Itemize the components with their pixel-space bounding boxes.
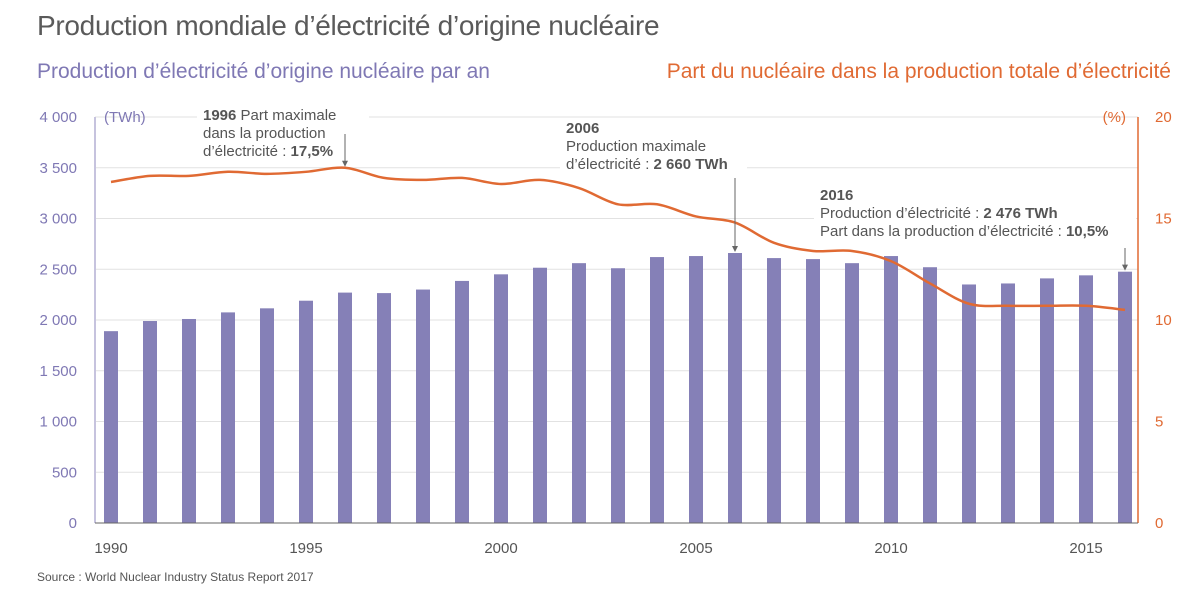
bar — [338, 292, 352, 523]
bar — [650, 257, 664, 523]
bar — [923, 267, 937, 523]
annotation-line: 1996 Part maximale — [203, 107, 336, 124]
annotation-line: Production d’électricité : 2 476 TWh — [820, 205, 1058, 222]
annotation-value: 2 660 TWh — [654, 156, 728, 173]
bar — [416, 289, 430, 523]
annotation-text: dans la production — [203, 125, 326, 142]
x-tick-label: 2015 — [1069, 540, 1102, 557]
bar — [611, 268, 625, 523]
bar — [299, 300, 313, 523]
annotation-text: Part dans la production d’électricité : — [820, 223, 1066, 240]
right-tick-label: 10 — [1155, 312, 1172, 329]
bar — [182, 318, 196, 523]
left-tick-label: 1 500 — [39, 363, 77, 380]
left-tick-label: 4 000 — [39, 109, 77, 126]
annotation-line: 2016 — [820, 187, 853, 204]
x-tick-label: 1990 — [94, 540, 127, 557]
bar — [377, 293, 391, 523]
left-tick-label: 2 000 — [39, 312, 77, 329]
line-series — [110, 166, 1126, 312]
left-tick-label: 1 000 — [39, 414, 77, 431]
bar — [494, 274, 508, 523]
left-axis-unit: (TWh) — [104, 109, 146, 126]
x-tick-label: 1995 — [289, 540, 322, 557]
bar — [221, 312, 235, 523]
annotation-text: Part maximale — [236, 107, 336, 124]
x-tick-label: 2000 — [484, 540, 517, 557]
annotation-line: dans la production — [203, 125, 326, 142]
line-series-legend: Part du nucléaire dans la production tot… — [666, 60, 1171, 83]
annotation-line: 2006 — [566, 120, 599, 137]
bar — [962, 284, 976, 523]
left-tick-label: 0 — [69, 515, 77, 532]
left-tick-label: 500 — [52, 464, 77, 481]
right-tick-label: 5 — [1155, 414, 1163, 431]
bar-series — [104, 253, 1132, 523]
bar — [884, 256, 898, 523]
bar — [143, 321, 157, 523]
bar — [533, 267, 547, 523]
annotation-value: 1996 — [203, 107, 236, 124]
annotation-value: 17,5% — [291, 143, 334, 160]
bar — [689, 256, 703, 523]
bar — [572, 263, 586, 523]
annotation-arrowhead-icon — [732, 246, 738, 253]
right-axis-unit: (%) — [1103, 109, 1126, 126]
right-tick-label: 15 — [1155, 211, 1172, 228]
left-tick-label: 2 500 — [39, 261, 77, 278]
bar — [104, 331, 118, 523]
left-tick-label: 3 500 — [39, 160, 77, 177]
annotation-background — [560, 118, 747, 176]
bar — [260, 308, 274, 523]
source-note: Source : World Nuclear Industry Status R… — [37, 570, 314, 584]
bar — [1079, 275, 1093, 523]
x-tick-label: 2010 — [874, 540, 907, 557]
bar — [1001, 283, 1015, 523]
axes — [94, 117, 1139, 524]
annotation-text: Production maximale — [566, 138, 706, 155]
annotation-text: d’électricité : — [566, 156, 654, 173]
annotation-background — [814, 185, 1136, 243]
annotation-value: 2 476 TWh — [983, 205, 1057, 222]
bar — [1118, 271, 1132, 523]
annotation-line: Production maximale — [566, 138, 706, 155]
right-tick-label: 20 — [1155, 109, 1172, 126]
bar — [455, 280, 469, 523]
bar — [728, 253, 742, 523]
annotation-line: Part dans la production d’électricité : … — [820, 223, 1109, 240]
bar — [845, 263, 859, 523]
bar — [1040, 278, 1054, 523]
share-line — [110, 166, 1126, 312]
annotation-line: d’électricité : 17,5% — [203, 143, 333, 160]
annotation-value: 10,5% — [1066, 223, 1109, 240]
bar — [767, 258, 781, 523]
annotation-value: 2016 — [820, 187, 853, 204]
chart-title: Production mondiale d’électricité d’orig… — [37, 10, 660, 41]
tick-labels: 0 500 1 000 1 500 2 000 2 500 3 000 3 500 4 000 0… — [39, 109, 1171, 557]
annotation-background — [197, 105, 369, 163]
right-tick-label: 0 — [1155, 515, 1163, 532]
annotation-arrowhead-icon — [1122, 264, 1128, 271]
bar-series-legend: Production d’électricité d’origine nuclé… — [37, 60, 490, 83]
annotation-value: 2006 — [566, 120, 599, 137]
x-tick-label: 2005 — [679, 540, 712, 557]
annotation-line: d’électricité : 2 660 TWh — [566, 156, 728, 173]
left-tick-label: 3 000 — [39, 211, 77, 228]
annotation-text: d’électricité : — [203, 143, 291, 160]
annotation-text: Production d’électricité : — [820, 205, 983, 222]
bar — [806, 259, 820, 523]
annotation-arrowhead-icon — [342, 160, 348, 167]
